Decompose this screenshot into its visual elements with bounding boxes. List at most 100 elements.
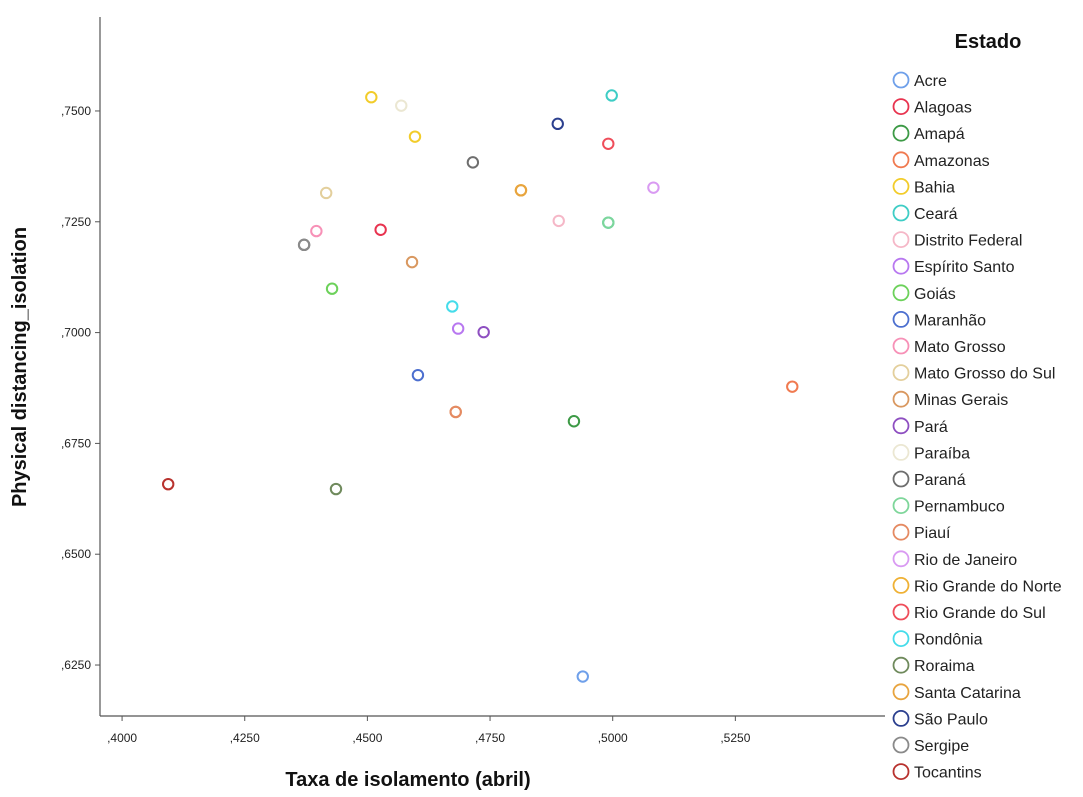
legend-label: Paraíba xyxy=(914,445,970,462)
legend-marker xyxy=(892,763,910,780)
legend-marker xyxy=(892,177,910,195)
legend-label: Bahia xyxy=(914,179,955,196)
legend-label: Tocantins xyxy=(914,765,982,782)
legend-marker xyxy=(892,577,910,594)
y-tick-label: ,6750 xyxy=(61,436,91,450)
legend-label: Rio Grande do Norte xyxy=(914,578,1062,595)
legend-label: Mato Grosso xyxy=(914,339,1006,356)
x-axis-ticks: ,4000 ,4250 ,4500 ,4750 ,5000 ,5250 xyxy=(107,716,751,745)
legend-label: Santa Catarina xyxy=(914,685,1021,702)
legend-label: Rio Grande do Sul xyxy=(914,605,1046,622)
x-tick-label: ,4250 xyxy=(230,731,260,745)
plot-area xyxy=(99,17,885,717)
legend-marker xyxy=(892,284,910,302)
data-point xyxy=(786,380,799,393)
data-point xyxy=(365,91,378,104)
y-tick-label: ,6250 xyxy=(61,658,91,672)
data-point xyxy=(605,89,618,102)
legend-label: Goiás xyxy=(914,286,956,303)
data-point xyxy=(451,322,465,335)
legend-marker xyxy=(892,630,910,647)
legend-marker xyxy=(892,656,910,674)
legend-label: Pernambuco xyxy=(914,499,1005,516)
data-point xyxy=(329,482,343,496)
x-tick-label: ,4000 xyxy=(107,731,137,745)
data-point xyxy=(602,216,615,229)
y-axis-ticks: ,6250 ,6500 ,6750 ,7000 ,7250 ,7500 xyxy=(61,104,100,672)
data-point xyxy=(161,477,175,491)
data-point xyxy=(647,181,660,194)
data-point xyxy=(514,184,528,197)
legend-label: São Paulo xyxy=(914,711,988,728)
y-tick-label: ,7250 xyxy=(61,215,91,229)
data-point xyxy=(297,238,311,252)
legend-label: Amazonas xyxy=(914,153,990,170)
legend-marker xyxy=(892,443,910,461)
legend-marker xyxy=(892,550,910,568)
legend-marker xyxy=(892,683,910,701)
legend-marker xyxy=(892,497,910,515)
legend-title: Estado xyxy=(955,31,1022,53)
legend-marker xyxy=(892,98,910,115)
legend-label: Rio de Janeiro xyxy=(914,552,1017,569)
data-point xyxy=(477,325,490,339)
legend-label: Piauí xyxy=(914,525,951,542)
legend-label: Rondônia xyxy=(914,632,983,649)
data-point xyxy=(466,156,480,169)
legend-marker xyxy=(892,417,910,435)
legend-label: Maranhão xyxy=(914,312,986,329)
legend-label: Roraima xyxy=(914,658,975,675)
data-point xyxy=(325,282,339,295)
legend-marker xyxy=(892,310,910,328)
legend-label: Ceará xyxy=(914,206,958,223)
y-tick-label: ,7000 xyxy=(61,326,91,340)
data-point xyxy=(319,186,333,200)
x-tick-label: ,5000 xyxy=(598,731,628,745)
legend-marker xyxy=(892,364,910,382)
legend-marker xyxy=(892,390,910,408)
y-axis-title: Physical distancing_isolation xyxy=(9,227,31,507)
legend-marker xyxy=(892,151,910,169)
legend-marker xyxy=(892,257,910,275)
data-point xyxy=(551,117,564,131)
data-point xyxy=(408,130,422,143)
legend-label: Minas Gerais xyxy=(914,392,1008,409)
data-point xyxy=(310,224,323,238)
legend-marker xyxy=(892,736,910,754)
legend-label: Sergipe xyxy=(914,738,969,755)
x-tick-label: ,4500 xyxy=(352,731,382,745)
x-axis-title: Taxa de isolamento (abril) xyxy=(285,769,530,791)
legend-marker xyxy=(892,523,910,541)
legend-marker xyxy=(892,204,910,222)
legend-marker xyxy=(892,603,910,621)
legend-marker xyxy=(892,231,910,249)
data-point xyxy=(395,99,408,112)
legend-marker xyxy=(892,124,910,142)
data-point xyxy=(411,368,425,382)
x-tick-label: ,5250 xyxy=(720,731,750,745)
legend-label: Paraná xyxy=(914,472,966,489)
legend-marker xyxy=(892,337,910,355)
legend: Estado Acre Alagoas Amapá Amazonas Bahia Cear… xyxy=(892,31,1062,782)
legend-marker xyxy=(892,710,910,727)
data-points xyxy=(161,89,799,683)
legend-label: Distrito Federal xyxy=(914,233,1022,250)
data-point xyxy=(576,670,589,683)
data-point xyxy=(552,214,565,228)
legend-label: Alagoas xyxy=(914,100,972,117)
data-point xyxy=(446,300,459,313)
legend-marker xyxy=(892,470,910,488)
data-point xyxy=(374,223,387,236)
legend-label: Mato Grosso do Sul xyxy=(914,366,1055,383)
data-point xyxy=(602,137,615,150)
y-tick-label: ,7500 xyxy=(61,104,91,118)
data-point xyxy=(405,255,419,269)
data-point xyxy=(449,405,462,419)
y-tick-label: ,6500 xyxy=(61,547,91,561)
data-point xyxy=(567,415,581,428)
x-tick-label: ,4750 xyxy=(475,731,505,745)
legend-label: Espírito Santo xyxy=(914,259,1015,276)
legend-label: Amapá xyxy=(914,126,965,143)
legend-label: Pará xyxy=(914,419,948,436)
